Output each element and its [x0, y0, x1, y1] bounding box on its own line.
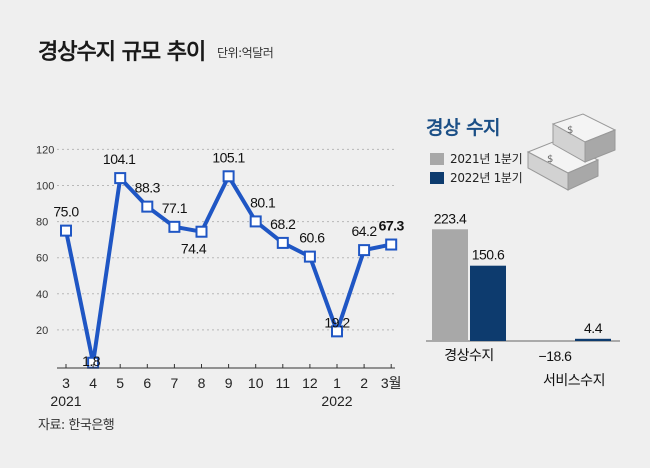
bar	[432, 229, 468, 341]
x-tick-label: 3	[62, 375, 70, 391]
data-point-marker	[141, 200, 154, 213]
data-label: 75.0	[53, 204, 79, 220]
data-label: 80.1	[250, 194, 276, 210]
page-title: 경상수지 규모 추이	[38, 40, 206, 65]
data-label: 77.1	[162, 200, 188, 216]
legend-swatch-2022	[430, 171, 444, 184]
x-tick-label: 10	[248, 375, 264, 391]
y-tick-label: 120	[36, 144, 54, 156]
data-label: 105.1	[212, 149, 245, 165]
source-note: 자료: 한국은행	[38, 418, 115, 433]
data-label: 68.2	[270, 216, 296, 232]
legend-swatch-2021	[430, 152, 444, 165]
x-tick-label: 5	[116, 375, 124, 391]
x-tick-label: 3월	[381, 375, 402, 391]
svg-text:$: $	[547, 154, 553, 165]
year-label: 2022	[321, 393, 352, 409]
data-point-marker	[195, 225, 208, 238]
bar-value-label: 223.4	[434, 210, 467, 226]
x-tick-label: 9	[225, 375, 233, 391]
x-tick-label: 11	[276, 375, 291, 391]
legend-item-2021: 2021년 1분기	[430, 150, 523, 167]
y-tick-label: 60	[36, 253, 48, 265]
data-label: 88.3	[135, 180, 161, 196]
bar-panel-title: 경상 수지	[426, 117, 501, 139]
x-tick-label: 8	[198, 375, 206, 391]
legend-label-2022: 2022년 1분기	[450, 171, 523, 185]
x-tick-label: 2	[360, 375, 368, 391]
data-point-marker	[114, 172, 127, 185]
y-tick-label: 100	[36, 181, 54, 193]
x-tick-label: 4	[89, 375, 97, 391]
bar	[575, 338, 611, 341]
y-tick-label: 20	[36, 325, 48, 337]
bar-value-label: −18.6	[539, 348, 573, 364]
data-point-marker	[168, 220, 181, 233]
legend-label-2021: 2021년 1분기	[450, 152, 523, 166]
data-point-marker	[276, 236, 289, 249]
data-point-marker	[222, 170, 235, 183]
data-label: 67.3	[379, 218, 405, 234]
bar-value-label: 4.4	[584, 320, 603, 336]
data-point-marker	[249, 215, 262, 228]
bar-value-label: 150.6	[472, 247, 505, 263]
data-label: 19.2	[324, 314, 350, 330]
data-point-marker	[303, 250, 316, 263]
y-tick-label: 40	[36, 289, 48, 301]
svg-text:$: $	[567, 125, 573, 136]
x-tick-label: 1	[333, 375, 341, 391]
data-point-marker	[358, 244, 371, 257]
unit-label: 단위:억달러	[217, 46, 274, 60]
y-tick-label: 80	[36, 217, 48, 229]
x-tick-label: 7	[171, 375, 179, 391]
data-label: 74.4	[181, 241, 207, 257]
data-point-marker	[331, 325, 343, 338]
data-label: 104.1	[103, 151, 136, 167]
data-point-marker	[385, 238, 398, 251]
legend-item-2022: 2022년 1분기	[430, 169, 523, 186]
x-tick-label: 12	[302, 375, 318, 391]
bar-category-label: 서비스수지	[543, 372, 605, 388]
bar-category-label: 경상수지	[444, 347, 494, 363]
x-tick-label: 6	[143, 375, 151, 391]
data-label: 1.8	[82, 353, 101, 369]
bar	[470, 265, 506, 341]
money-stack-icon: $ $	[526, 113, 617, 191]
data-label: 64.2	[351, 223, 377, 239]
year-label: 2021	[50, 393, 81, 409]
data-label: 60.6	[299, 230, 325, 246]
data-point-marker	[60, 224, 72, 237]
